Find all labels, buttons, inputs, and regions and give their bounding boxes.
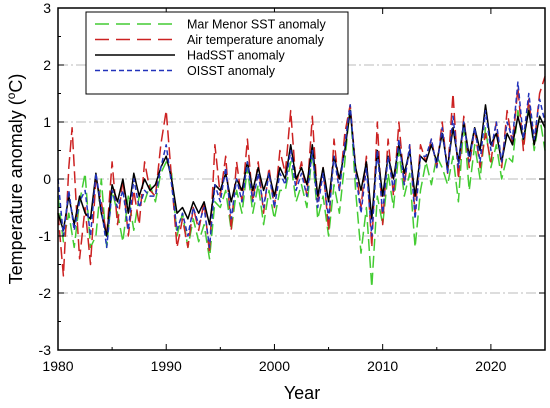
tick-labels: 1980 1990 2000 2010 2020 -3 -2 -1 0 1 2 3 <box>39 0 507 374</box>
y-axis-title-unit: C) <box>6 74 26 93</box>
legend-label-1: Mar Menor SST anomaly <box>187 18 326 32</box>
y-tick-label: -3 <box>39 342 52 358</box>
legend-label-2: Air temperature anomaly <box>187 33 325 47</box>
y-tick-label: -1 <box>39 228 52 244</box>
x-tick-label: 2010 <box>367 358 398 374</box>
series-line-4 <box>57 81 546 249</box>
y-axis-title-superscript: o <box>4 92 18 99</box>
legend-label-4: OISST anomaly <box>187 64 276 78</box>
y-axis-title-main: Temperature anomaly ( <box>6 99 26 284</box>
y-tick-label: 0 <box>43 171 51 187</box>
gridlines <box>58 64 545 294</box>
x-tick-label: 1980 <box>42 358 73 374</box>
y-tick-label: 1 <box>43 114 51 130</box>
x-tick-label: 2020 <box>475 358 506 374</box>
legend-box <box>85 11 349 95</box>
series-lines <box>57 76 546 289</box>
y-tick-label: -2 <box>39 285 52 301</box>
y-tick-label: 2 <box>43 57 51 73</box>
x-tick-label: 2000 <box>259 358 290 374</box>
legend-label-3: HadSST anomaly <box>187 49 285 63</box>
y-axis-title: Temperature anomaly (oC) <box>4 74 26 285</box>
x-tick-label: 1990 <box>151 358 182 374</box>
x-axis-title: Year <box>284 383 320 403</box>
series-line-2 <box>57 76 546 277</box>
y-tick-label: 3 <box>43 0 51 16</box>
